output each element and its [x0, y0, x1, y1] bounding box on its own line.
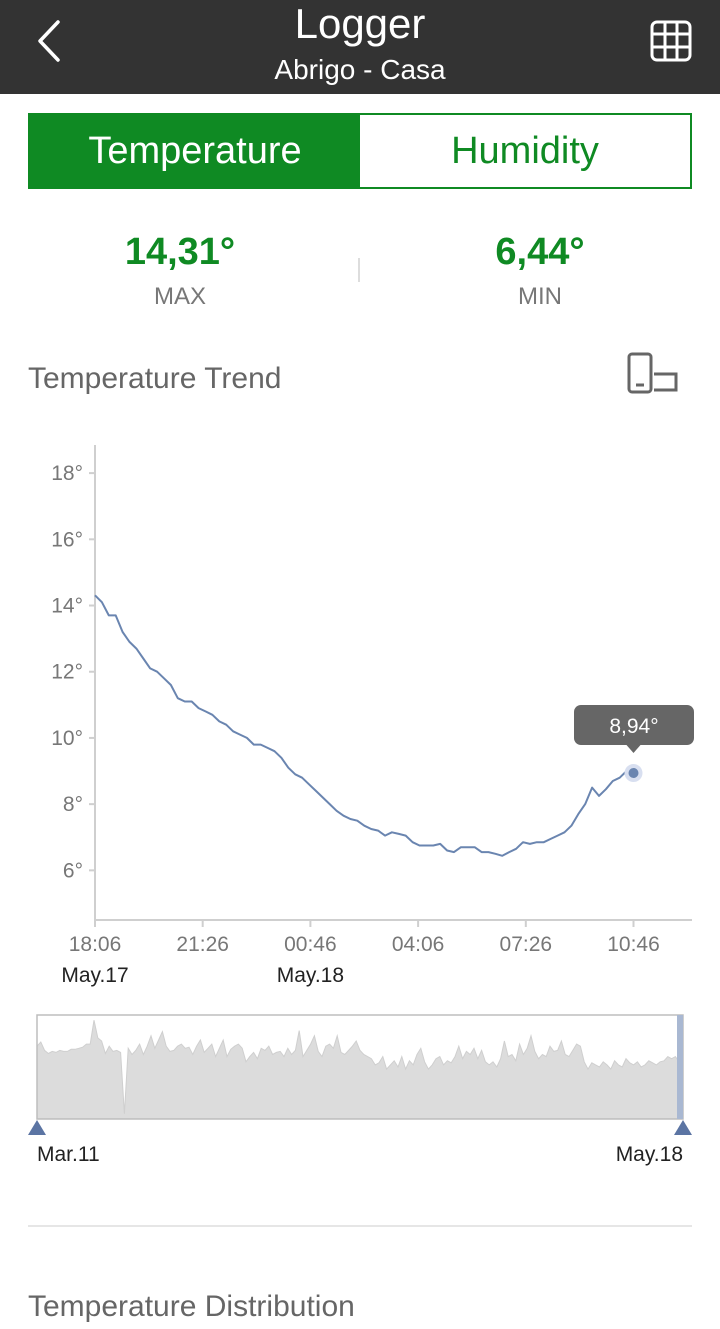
max-value: 14,31° [124, 231, 236, 273]
trend-title: Temperature Trend [28, 362, 282, 395]
y-tick-label: 6° [63, 859, 83, 882]
rotate-screen-icon [627, 352, 678, 394]
stats-divider [358, 258, 360, 282]
range-selector[interactable]: Mar.11 May.18 [0, 1010, 720, 1170]
y-tick-label: 18° [51, 462, 83, 485]
tab-temperature[interactable]: Temperature [30, 115, 360, 187]
page-subtitle: Abrigo - Casa [274, 54, 446, 85]
y-tick-label: 12° [51, 661, 83, 684]
top-bar: Logger Abrigo - Casa [0, 0, 720, 94]
x-tick-label: 00:46 [284, 933, 337, 956]
tab-humidity[interactable]: Humidity [360, 115, 690, 187]
section-divider [28, 1225, 692, 1227]
y-tick-label: 8° [63, 793, 83, 816]
metric-tabs: Temperature Humidity [28, 113, 692, 189]
back-button[interactable] [30, 18, 74, 66]
value-tooltip [574, 705, 694, 745]
range-end-handle[interactable] [674, 1120, 692, 1135]
x-tick-label: 07:26 [500, 933, 553, 956]
range-selector-svg: Mar.11 May.18 [28, 1014, 692, 1166]
temperature-series-line [94, 594, 634, 857]
selected-point[interactable] [628, 768, 639, 779]
min-stat: 6,44° MIN [360, 228, 720, 312]
min-label: MIN [518, 283, 562, 310]
range-start-handle[interactable] [28, 1120, 46, 1135]
date-label: May.18 [277, 964, 344, 987]
y-tick-label: 10° [51, 727, 83, 750]
x-tick-label: 18:06 [69, 933, 122, 956]
overview-area [36, 1020, 684, 1120]
y-tick-label: 16° [51, 528, 83, 551]
x-tick-label: 10:46 [607, 933, 660, 956]
page-title: Logger [294, 0, 426, 47]
distribution-title: Temperature Distribution [28, 1290, 355, 1323]
range-end-label: May.18 [616, 1143, 683, 1166]
chevron-left-icon [38, 20, 60, 62]
date-label: May.17 [61, 964, 128, 987]
range-start-label: Mar.11 [37, 1143, 100, 1166]
grid-table-icon [650, 20, 692, 62]
temperature-trend-chart[interactable]: 18° 16° 14° 12° 10° 8° 6° 18:06 21:26 00:46 04:06 0… [0, 430, 720, 1000]
rotate-button[interactable] [626, 352, 682, 394]
selected-range-window[interactable] [677, 1015, 683, 1119]
max-label: MAX [153, 283, 206, 310]
max-stat: 14,31° MAX [0, 228, 360, 312]
x-tick-label: 04:06 [392, 933, 445, 956]
x-tick-label: 21:26 [176, 933, 229, 956]
tooltip-pointer [626, 745, 641, 753]
tooltip-value: 8,94° [609, 715, 658, 738]
table-view-button[interactable] [648, 18, 694, 64]
y-tick-label: 14° [51, 595, 83, 618]
trend-chart-svg: 18° 16° 14° 12° 10° 8° 6° 18:06 21:26 00:46 04:06 0… [51, 445, 694, 987]
min-value: 6,44° [495, 231, 585, 273]
